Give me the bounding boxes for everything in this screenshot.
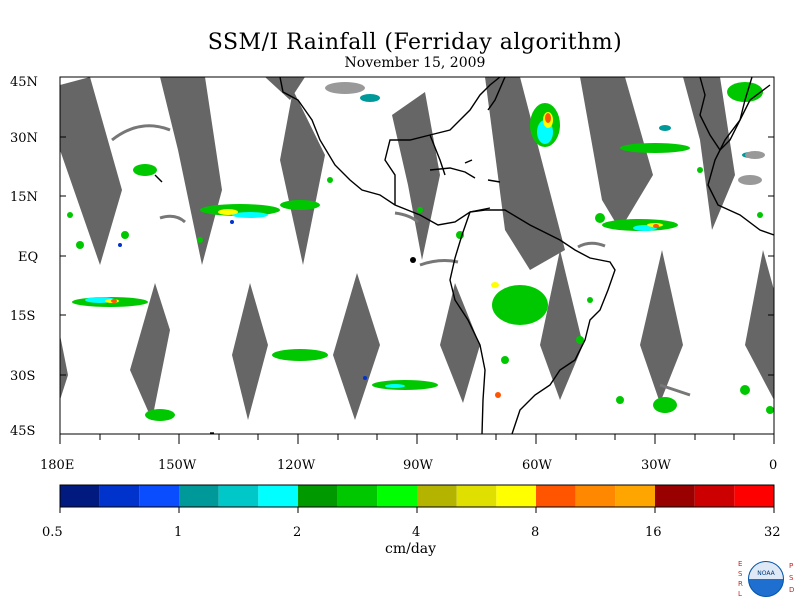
- colorbar-cell: [377, 485, 417, 507]
- colorbar-cell: [575, 485, 616, 507]
- lon-label: 30W: [641, 458, 672, 473]
- coastlines: [154, 77, 774, 434]
- colorbar-tick-label: 1: [174, 525, 182, 540]
- svg-text:P: P: [789, 562, 793, 570]
- lon-label: 120W: [277, 458, 316, 473]
- map-date: November 15, 2009: [344, 55, 486, 71]
- rain-areas: [67, 82, 774, 421]
- galapagos-dot: [410, 257, 416, 263]
- lat-label: 15N: [10, 190, 38, 205]
- swath-edge-arcs: [111, 124, 691, 397]
- svg-text:D: D: [789, 586, 794, 594]
- colorbar-cell: [694, 485, 735, 507]
- colorbar-cell: [139, 485, 179, 507]
- lon-label: 60W: [522, 458, 553, 473]
- colorbar-cell: [417, 485, 457, 507]
- svg-text:R: R: [738, 580, 743, 588]
- lon-label: 90W: [403, 458, 434, 473]
- colorbar-cell: [179, 485, 219, 507]
- colorbar-cell: [734, 485, 774, 507]
- svg-text:E: E: [738, 560, 742, 568]
- missing-data-swaths: [60, 77, 774, 420]
- colorbar-cell: [456, 485, 497, 507]
- lon-label: 180E: [40, 458, 74, 473]
- noaa-logo: NOAA E S R L P S D: [738, 560, 794, 598]
- svg-text:S: S: [738, 570, 743, 578]
- colorbar-tick-label: 4: [412, 525, 420, 540]
- longitude-axis: [59, 434, 775, 444]
- colorbar-cell: [258, 485, 298, 507]
- colorbar-tick-label: 16: [645, 525, 662, 540]
- colorbar-tick-label: 2: [293, 525, 301, 540]
- colorbar-cell: [655, 485, 695, 507]
- map-area: [60, 77, 774, 434]
- colorbar-cell: [60, 485, 100, 507]
- lat-label: 15S: [10, 309, 35, 324]
- colorbar-units: cm/day: [385, 541, 437, 557]
- latitude-axis: [60, 76, 774, 435]
- colorbar-cell: [99, 485, 140, 507]
- colorbar-cell: [337, 485, 378, 507]
- colorbar-tick-label: 32: [764, 525, 781, 540]
- colorbar-tick-label: 8: [531, 525, 539, 540]
- colorbar-cell: [615, 485, 655, 507]
- colorbar-cell: [218, 485, 259, 507]
- map-title: SSM/I Rainfall (Ferriday algorithm): [207, 30, 623, 55]
- svg-text:S: S: [789, 574, 794, 582]
- lat-label: 30N: [10, 131, 38, 146]
- colorbar-cell: [536, 485, 576, 507]
- lat-label: 45N: [10, 75, 38, 90]
- lat-label: 30S: [10, 369, 35, 384]
- colorbar-cell: [496, 485, 536, 507]
- lat-label: EQ: [18, 250, 38, 265]
- logo-text: NOAA: [757, 570, 775, 577]
- lon-label: 0: [769, 458, 777, 473]
- colorbar: [59, 484, 775, 513]
- lon-label: 150W: [158, 458, 197, 473]
- colorbar-tick-label: 0.5: [42, 525, 63, 540]
- colorbar-cell: [298, 485, 338, 507]
- colorbar-labels: 0.5 1 2 4 8 16 32: [42, 525, 781, 540]
- lat-label: 45S: [10, 424, 35, 439]
- svg-text:L: L: [738, 590, 742, 598]
